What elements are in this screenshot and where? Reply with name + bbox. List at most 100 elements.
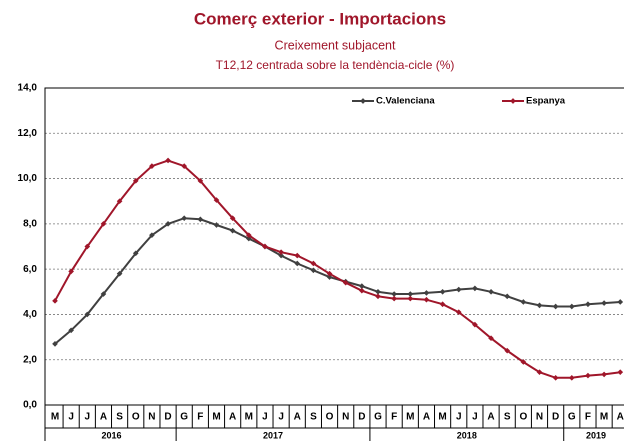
point-marker [116,198,123,205]
point-marker [407,291,414,297]
year-label: 2016 [102,430,122,440]
y-tick-label: 0,0 [23,400,37,411]
x-tick-label: M [51,412,59,423]
x-tick-label: O [519,412,527,423]
y-tick-label: 4,0 [23,309,37,320]
point-marker [504,293,511,300]
x-tick-label: N [148,412,155,423]
year-label: 2017 [263,430,283,440]
point-marker [488,288,494,295]
point-marker [213,197,220,203]
point-marker [359,287,365,294]
point-marker [165,221,171,227]
point-marker [197,216,204,223]
x-tick-label: G [374,412,382,423]
point-marker [568,375,575,381]
point-marker [617,299,624,305]
x-tick-label: M [245,412,253,423]
x-tick-label: M [406,412,414,423]
legend-marker [360,98,366,104]
y-tick-label: 14,0 [18,83,38,94]
y-tick-label: 12,0 [18,128,38,139]
legend-label: Espanya [526,96,566,107]
x-tick-label: N [342,412,349,423]
point-marker [149,163,155,169]
x-tick-label: J [472,412,478,423]
point-marker [488,335,494,342]
point-marker [294,252,301,259]
x-tick-label: D [358,412,365,423]
series-line [54,159,621,379]
point-marker [262,243,268,250]
plot-frame [44,87,624,406]
point-marker [68,268,74,275]
point-marker [229,227,236,234]
x-tick-label: G [180,412,188,423]
y-tick-label: 2,0 [23,354,37,365]
point-marker [359,283,365,289]
point-marker [278,249,284,255]
x-tick-label: N [536,412,543,423]
year-label: 2018 [457,430,477,440]
point-marker [132,178,139,184]
chart-subtitle: Creixement subjacent [275,38,396,52]
series-line [54,217,621,345]
year-label: 2019 [586,430,606,440]
point-marker [84,311,91,318]
point-marker [601,371,607,378]
x-tick-label: M [600,412,608,423]
point-marker [116,270,123,277]
x-tick-label: D [552,412,559,423]
point-marker [601,300,607,306]
y-tick-label: 6,0 [23,264,37,275]
x-tick-label: A [229,412,236,423]
point-marker [472,285,478,292]
point-marker [552,375,559,381]
x-tick-label: J [262,412,268,423]
x-tick-label: F [391,412,397,423]
point-marker [84,243,91,250]
point-marker [439,301,446,308]
point-marker [375,288,381,295]
x-tick-label: A [294,412,301,423]
point-marker [213,222,220,228]
point-marker [423,290,430,296]
point-marker [617,369,624,375]
point-marker [197,178,204,184]
x-tick-label: S [116,412,123,423]
point-marker [568,303,575,310]
point-marker [149,232,155,239]
point-marker [504,347,511,354]
x-tick-label: A [100,412,107,423]
x-tick-label: S [504,412,511,423]
legend-marker [510,98,516,104]
point-marker [310,267,317,274]
point-marker [245,232,252,239]
x-tick-label: M [438,412,446,423]
point-marker [229,215,236,222]
point-marker [472,321,478,328]
point-marker [455,286,462,293]
point-marker [536,302,543,309]
x-tick-label: A [423,412,430,423]
x-tick-label: A [487,412,494,423]
point-marker [520,359,527,365]
x-tick-label: O [132,412,140,423]
point-marker [423,296,430,303]
point-marker [181,163,188,169]
point-marker [165,157,171,164]
chart-subtitle: T12,12 centrada sobre la tendència-cicle… [216,58,455,72]
x-tick-label: O [326,412,334,423]
point-marker [375,293,381,300]
x-tick-label: J [456,412,462,423]
point-marker [391,295,397,302]
point-marker [100,221,107,227]
chart-title: Comerç exterior - Importacions [194,9,446,28]
x-tick-label: J [85,412,91,423]
point-marker [310,260,317,267]
point-marker [536,369,543,375]
point-marker [326,270,333,277]
x-tick-label: J [68,412,74,423]
point-marker [294,260,301,267]
